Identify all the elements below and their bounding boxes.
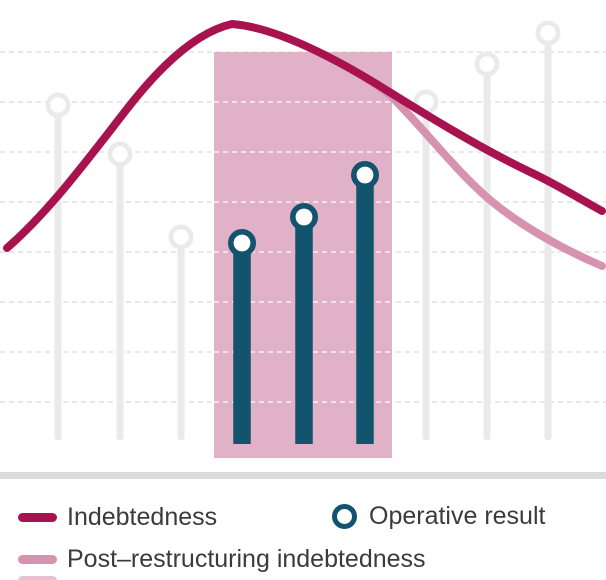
- legend-label-post-restructuring: Post–restructuring indebtedness: [67, 544, 426, 573]
- chart-legend-divider: [0, 472, 606, 479]
- operative-result-ring: [228, 229, 257, 258]
- indebtedness-line: [3, 19, 606, 252]
- post-restructuring-line-swatch-icon: [18, 554, 57, 564]
- background-marker-ring: [45, 92, 71, 118]
- indebtedness-line-swatch-icon: [18, 512, 57, 522]
- background-marker-ring: [168, 224, 194, 250]
- chart-canvas: [0, 19, 606, 458]
- operative-result-marker-icon: [332, 503, 357, 529]
- background-marker-ring: [535, 20, 561, 46]
- operative-result-ring: [350, 161, 379, 190]
- background-marker-ring: [474, 51, 500, 77]
- legend-item-indebtedness: Indebtedness: [18, 503, 217, 531]
- legend-item-operative-result: Operative result: [332, 502, 545, 530]
- operative-result-ring: [289, 203, 318, 232]
- legend-item-post-restructuring: Post–restructuring indebtedness: [18, 545, 426, 573]
- background-marker-ring: [107, 141, 133, 167]
- cropped-legend-swatch: [18, 576, 57, 580]
- legend-label-operative-result: Operative result: [369, 501, 546, 530]
- legend-label-indebtedness: Indebtedness: [67, 502, 218, 531]
